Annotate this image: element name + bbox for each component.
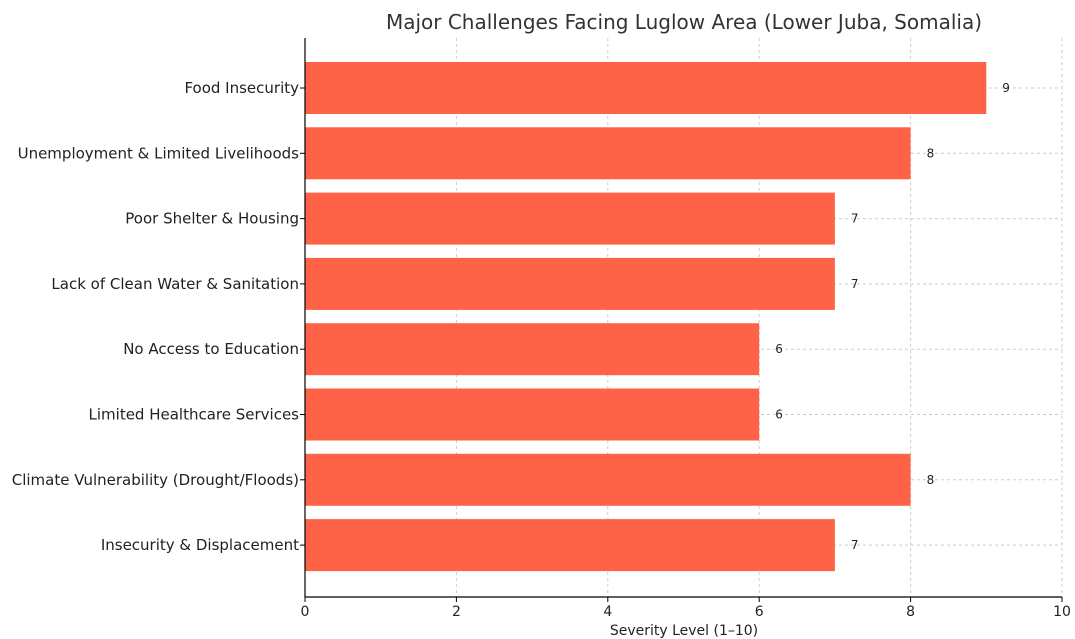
value-label-1: 8 [927, 146, 935, 160]
value-label-5: 6 [775, 408, 783, 422]
x-tick-label-3: 6 [755, 604, 764, 620]
category-label-4: No Access to Education [123, 340, 299, 358]
bar-1 [305, 127, 911, 180]
value-label-3: 7 [851, 277, 859, 291]
labels-layer: 9 Food Insecurity 8 Unemployment & Limited … [12, 79, 1010, 554]
bar-3 [305, 257, 835, 310]
x-tick-label-2: 4 [603, 604, 612, 620]
value-label-6: 8 [927, 473, 935, 487]
bar-7 [305, 519, 835, 572]
value-label-2: 7 [851, 212, 859, 226]
category-label-5: Limited Healthcare Services [89, 406, 300, 424]
category-label-3: Lack of Clean Water & Sanitation [51, 275, 299, 293]
bars-layer [305, 62, 987, 572]
bar-6 [305, 453, 911, 506]
chart-title: Major Challenges Facing Luglow Area (Low… [386, 10, 982, 34]
axes-layer: 0 2 4 6 8 10 [300, 38, 1071, 620]
category-label-7: Insecurity & Displacement [101, 536, 299, 554]
bar-4 [305, 323, 760, 376]
category-label-1: Unemployment & Limited Livelihoods [18, 144, 300, 162]
bar-2 [305, 192, 835, 245]
x-tick-label-0: 0 [301, 604, 310, 620]
x-tick-label-4: 8 [906, 604, 915, 620]
x-tick-label-5: 10 [1053, 604, 1071, 620]
category-label-2: Poor Shelter & Housing [125, 210, 299, 228]
bar-5 [305, 388, 760, 441]
x-tick-label-1: 2 [452, 604, 461, 620]
category-label-6: Climate Vulnerability (Drought/Floods) [12, 471, 299, 489]
value-label-0: 9 [1002, 81, 1010, 95]
category-label-0: Food Insecurity [184, 79, 299, 97]
value-label-4: 6 [775, 342, 783, 356]
grid-layer [305, 38, 1063, 597]
value-label-7: 7 [851, 538, 859, 552]
x-axis-label: Severity Level (1–10) [610, 623, 758, 639]
bar-0 [305, 62, 987, 114]
